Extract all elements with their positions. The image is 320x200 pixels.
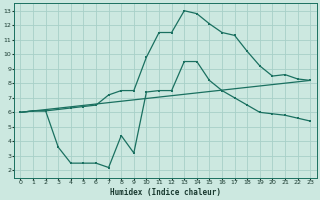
X-axis label: Humidex (Indice chaleur): Humidex (Indice chaleur) [110,188,221,197]
